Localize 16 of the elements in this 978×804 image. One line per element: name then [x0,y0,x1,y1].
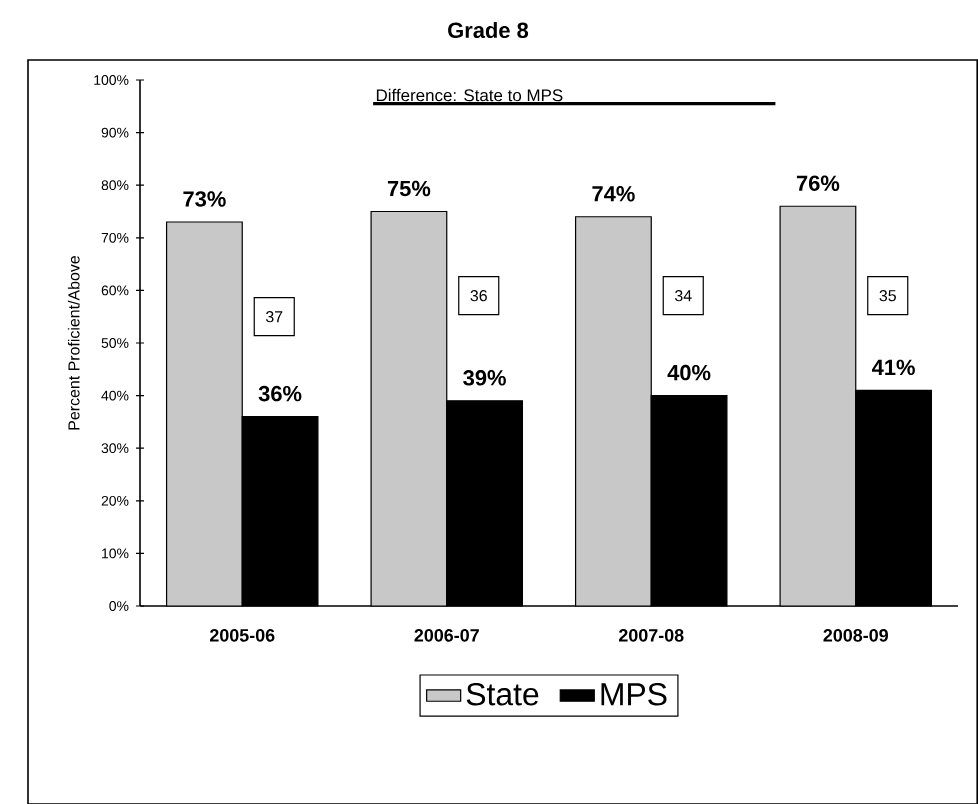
annotation: Difference: State to MPS [376,88,563,102]
data-label: 41% [871,359,915,376]
data-label: 39% [463,370,506,386]
legend-label: MPS [601,682,667,706]
chart-title: Grade 8 [448,21,529,39]
data-label: 73% [183,191,226,207]
x-tick-label: 2008-09 [823,629,888,642]
data-label: 36% [258,385,302,402]
data-label: 75% [387,180,431,197]
x-tick-label: 2007-08 [618,629,684,642]
legend-label: State [466,682,539,706]
x-tick-label: 2005-06 [209,629,275,642]
x-tick-label: 2006-07 [414,629,479,642]
data-label: 76% [796,175,840,191]
data-label: 40% [667,364,711,381]
data-label: 74% [592,186,635,202]
